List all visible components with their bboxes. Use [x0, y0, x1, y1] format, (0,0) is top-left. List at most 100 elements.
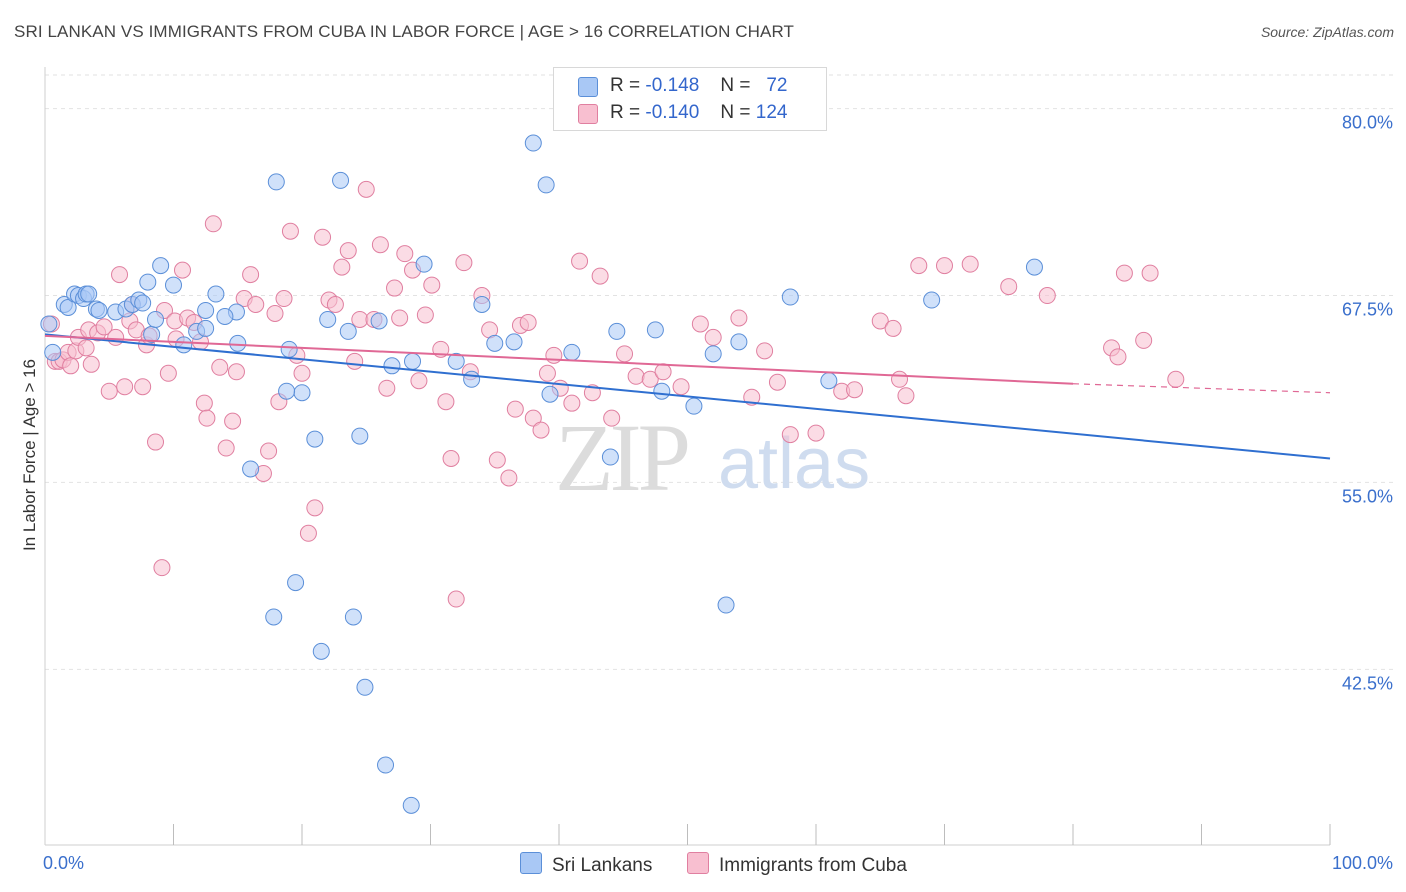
legend-r-value: -0.140 [645, 102, 700, 123]
point-cuba [768, 373, 786, 391]
point-cuba [519, 313, 537, 331]
point-cuba [871, 312, 889, 330]
point-cuba [275, 290, 293, 308]
point-cuba [846, 381, 864, 399]
point-cuba [500, 469, 518, 487]
point-sri-lankans [80, 285, 98, 303]
point-cuba [266, 304, 284, 322]
point-sri-lankans [473, 296, 491, 314]
point-cuba [134, 378, 152, 396]
point-cuba [153, 559, 171, 577]
point-cuba [326, 296, 344, 314]
point-cuba [442, 450, 460, 468]
point-cuba [306, 499, 324, 517]
legend-r-label: R = [610, 75, 641, 96]
legend-r-value: -0.148 [645, 75, 700, 96]
point-cuba [351, 310, 369, 328]
point-cuba [1141, 264, 1159, 282]
point-cuba [807, 424, 825, 442]
bottom-legend-label: Immigrants from Cuba [719, 855, 907, 876]
point-sri-lankans [415, 255, 433, 273]
point-cuba [281, 222, 299, 240]
point-sri-lankans [685, 397, 703, 415]
x-tick-label: 100.0% [1332, 853, 1393, 873]
point-sri-lankans [293, 384, 311, 402]
point-sri-lankans [486, 334, 504, 352]
point-cuba [378, 379, 396, 397]
point-sri-lankans [563, 343, 581, 361]
point-cuba [437, 393, 455, 411]
point-cuba [260, 442, 278, 460]
point-cuba [743, 388, 761, 406]
point-sri-lankans [608, 322, 626, 340]
point-cuba [1038, 287, 1056, 305]
point-cuba [299, 524, 317, 542]
chart-title: SRI LANKAN VS IMMIGRANTS FROM CUBA IN LA… [14, 22, 795, 41]
point-sri-lankans [351, 427, 369, 445]
y-tick-label: 67.5% [1342, 300, 1393, 320]
point-sri-lankans [207, 285, 225, 303]
point-cuba [396, 245, 414, 263]
data-points [40, 134, 1185, 814]
point-sri-lankans [1025, 258, 1043, 276]
point-cuba [100, 382, 118, 400]
point-cuba [198, 409, 216, 427]
point-sri-lankans [90, 301, 108, 319]
point-cuba [247, 296, 265, 314]
legend-swatch-blue [578, 77, 598, 97]
point-sri-lankans [165, 276, 182, 294]
point-cuba [545, 346, 563, 364]
legend-n-label: N = [720, 102, 751, 123]
point-sri-lankans [601, 448, 619, 466]
point-sri-lankans [820, 372, 838, 390]
point-cuba [333, 258, 351, 276]
point-cuba [62, 357, 80, 375]
point-cuba [410, 372, 428, 390]
point-sri-lankans [332, 171, 350, 189]
point-cuba [891, 370, 909, 388]
y-axis-label: In Labor Force | Age > 16 [20, 358, 39, 552]
legend-n-label: N = [720, 75, 751, 96]
point-cuba [111, 266, 129, 284]
point-sri-lankans [402, 796, 420, 814]
point-sri-lankans [265, 608, 283, 626]
point-sri-lankans [730, 333, 748, 351]
point-cuba [1109, 348, 1127, 366]
point-cuba [583, 384, 601, 402]
point-sri-lankans [152, 257, 170, 275]
bottom-legend-sri-lankans: Sri Lankans [520, 852, 652, 877]
point-cuba [147, 433, 165, 451]
point-sri-lankans [134, 294, 152, 312]
point-sri-lankans [781, 288, 799, 306]
point-sri-lankans [537, 176, 555, 194]
legend-n-value: 72 [766, 75, 788, 96]
point-cuba [781, 426, 799, 444]
correlation-legend: R = -0.148 N = 72 R = -0.140 N = 124 [553, 67, 827, 131]
point-cuba [455, 254, 473, 272]
point-cuba [447, 590, 465, 608]
trend-line-cuba-extension [1072, 383, 1331, 394]
point-cuba [910, 257, 928, 275]
point-sri-lankans [505, 333, 523, 351]
point-cuba [95, 318, 113, 336]
point-cuba [371, 236, 389, 254]
point-cuba [1000, 278, 1018, 296]
point-cuba [217, 439, 235, 457]
y-tick-label: 42.5% [1342, 673, 1393, 693]
point-sri-lankans [306, 430, 324, 448]
trend-lines [44, 333, 1331, 460]
point-sri-lankans [197, 301, 215, 319]
point-sri-lankans [653, 382, 671, 400]
point-sri-lankans [175, 336, 193, 354]
y-tick-label: 55.0% [1342, 486, 1393, 506]
point-sri-lankans [704, 345, 722, 363]
source-label: Source: ZipAtlas.com [1260, 24, 1394, 40]
bottom-legend-swatch-blue [520, 852, 542, 874]
point-cuba [524, 409, 542, 427]
point-sri-lankans [344, 608, 362, 626]
point-cuba [386, 279, 404, 297]
point-cuba [346, 352, 364, 370]
grid-lines [45, 74, 1393, 670]
point-sri-lankans [447, 352, 465, 370]
point-cuba [691, 315, 709, 333]
